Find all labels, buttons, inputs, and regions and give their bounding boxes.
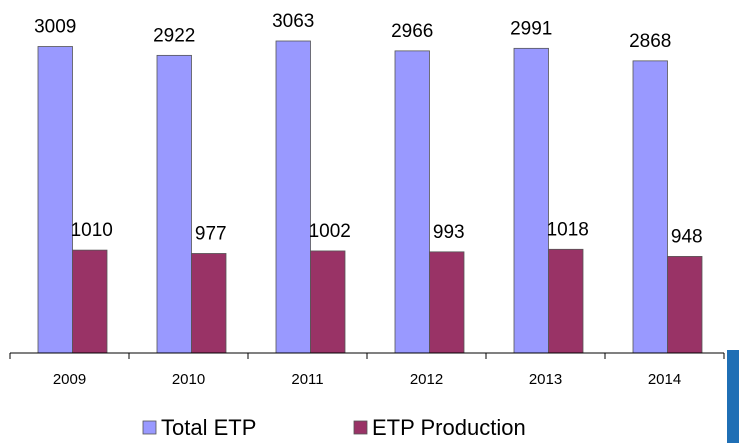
data-label: 1018 xyxy=(547,219,589,240)
x-tick-label: 2011 xyxy=(291,371,323,388)
data-label: 2922 xyxy=(153,25,195,46)
data-label: 2966 xyxy=(391,21,433,42)
data-label: 993 xyxy=(433,222,465,243)
data-label: 948 xyxy=(671,226,703,247)
legend-label: ETP Production xyxy=(372,415,526,440)
bar xyxy=(72,249,108,354)
bar xyxy=(667,256,703,354)
data-label: 3063 xyxy=(272,11,314,32)
data-label: 1010 xyxy=(71,220,113,241)
bar xyxy=(156,54,192,354)
bar xyxy=(632,60,668,354)
bar xyxy=(429,251,465,354)
edge-decoration xyxy=(727,350,739,443)
bar xyxy=(275,40,311,354)
legend-swatch xyxy=(142,420,157,435)
bar xyxy=(548,248,584,354)
x-tick-label: 2009 xyxy=(53,371,86,388)
bar xyxy=(310,250,346,354)
bar xyxy=(513,47,549,354)
legend-label: Total ETP xyxy=(161,415,256,440)
data-label: 3009 xyxy=(34,17,76,38)
legend-swatch xyxy=(353,420,368,435)
data-label: 2868 xyxy=(629,31,671,52)
x-tick-label: 2010 xyxy=(172,371,205,388)
data-label: 2991 xyxy=(510,18,552,39)
x-tick-label: 2013 xyxy=(529,371,562,388)
bar xyxy=(191,253,227,354)
data-label: 977 xyxy=(195,223,227,244)
data-label: 1002 xyxy=(309,221,351,242)
x-tick-label: 2014 xyxy=(648,371,681,388)
x-tick-label: 2012 xyxy=(410,371,443,388)
bar xyxy=(37,46,73,354)
bar xyxy=(394,50,430,354)
